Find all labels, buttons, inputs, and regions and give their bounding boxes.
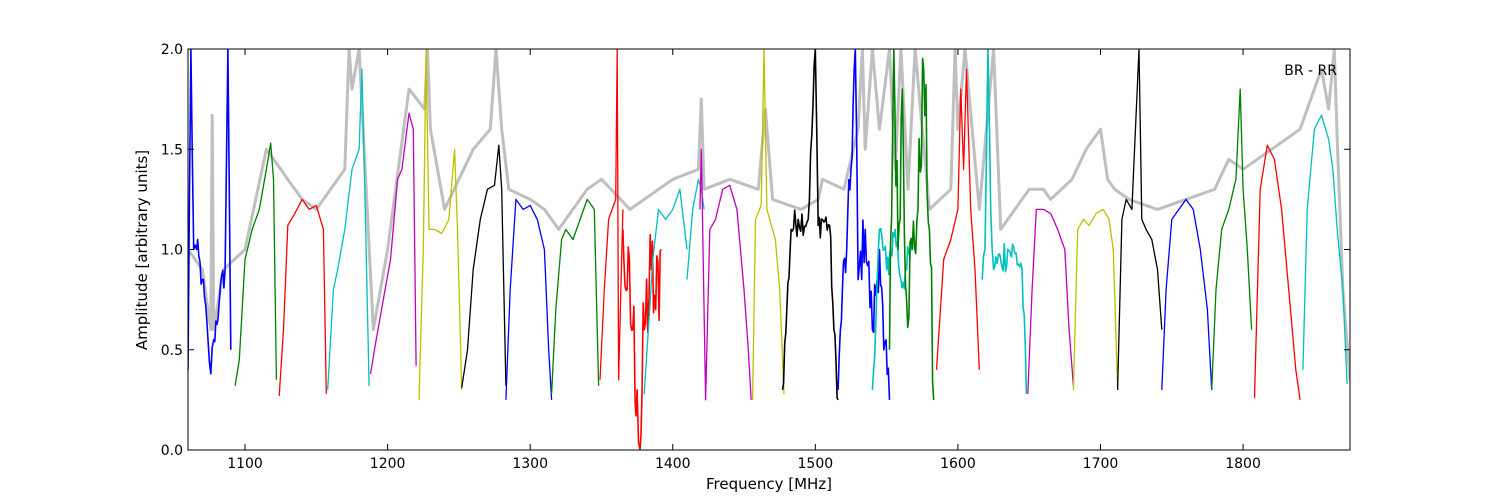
- x-tick-label: 1500: [798, 456, 834, 472]
- x-tick-label: 1700: [1083, 456, 1119, 472]
- series-line: [1302, 114, 1348, 384]
- background-trace: [188, 49, 1350, 380]
- series-line: [188, 49, 232, 375]
- series-line: [981, 49, 1028, 394]
- x-tick-label: 1800: [1225, 456, 1261, 472]
- x-tick-label: 1400: [655, 456, 691, 472]
- series-line: [751, 49, 785, 400]
- series-layer: [188, 49, 1348, 450]
- series-line: [1116, 49, 1163, 390]
- y-tick-label: 1.0: [161, 243, 183, 259]
- series-line: [1072, 208, 1119, 390]
- series-line: [327, 68, 370, 390]
- y-tick-label: 2.0: [161, 42, 183, 58]
- series-line: [599, 49, 624, 381]
- y-tick-label: 0.0: [161, 443, 183, 459]
- plot-area-background: [188, 49, 1350, 450]
- series-line: [622, 229, 662, 450]
- series-line: [369, 112, 417, 374]
- series-line: [643, 188, 688, 394]
- series-line: [234, 142, 278, 386]
- series-line: [888, 49, 935, 400]
- x-tick-label: 1600: [940, 456, 976, 472]
- chart-annotation: BR - RR: [1284, 63, 1337, 79]
- series-line: [1161, 198, 1213, 390]
- series-line: [935, 68, 980, 370]
- x-tick-label: 1100: [227, 456, 263, 472]
- series-line: [1253, 144, 1301, 400]
- x-tick-label: 1200: [370, 456, 406, 472]
- series-line: [1211, 88, 1253, 390]
- series-line: [837, 49, 891, 400]
- y-axis-label: Amplitude [arbitrary units]: [133, 150, 151, 350]
- series-line: [461, 144, 507, 388]
- y-tick-label: 0.5: [161, 343, 183, 359]
- series-line: [699, 148, 752, 401]
- x-axis-label: Frequency [MHz]: [706, 475, 832, 493]
- series-line: [550, 198, 600, 394]
- x-tick-label: 1300: [512, 456, 548, 472]
- series-line: [505, 198, 553, 400]
- background-trace-layer: [188, 49, 1350, 380]
- axis-ticks: 1100 1200 1300 1400 1500 1600 1700 1800 0.0 0.5 1.…: [161, 42, 1350, 472]
- y-tick-label: 1.5: [161, 142, 183, 158]
- series-line: [418, 49, 463, 400]
- series-line: [1027, 208, 1075, 394]
- series-line: [278, 198, 327, 396]
- series-line: [781, 49, 839, 401]
